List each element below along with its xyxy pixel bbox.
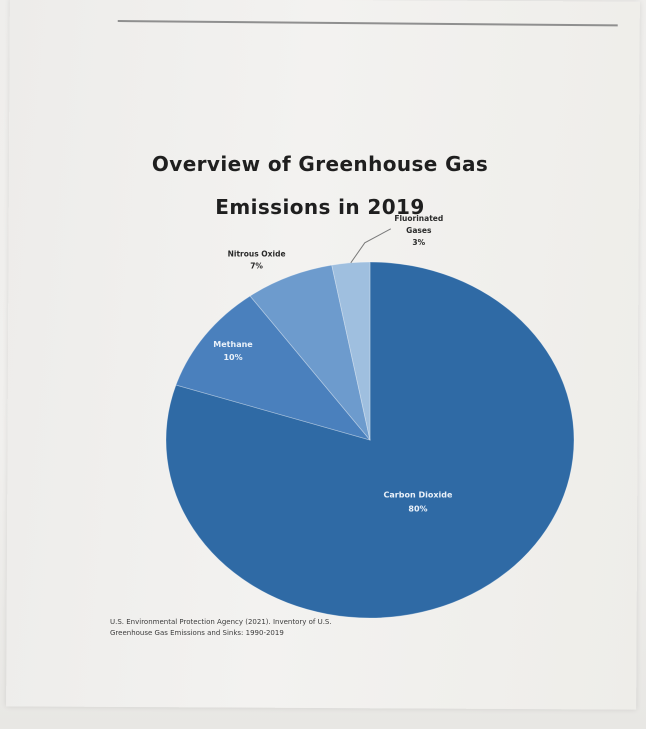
pie-label-carbon-dioxide: Carbon Dioxide [384,491,453,500]
source-line-2: Greenhouse Gas Emissions and Sinks: 1990… [110,629,284,637]
pie-slices [165,261,575,619]
source-line-1: U.S. Environmental Protection Agency (20… [110,618,332,626]
pie-label-fluorinated-gases: Fluorinated [394,214,443,223]
pie-labels: Carbon Dioxide 80% Methane 10% Nitrous Oxide… [213,214,453,514]
pie-label-methane: Methane [213,340,253,349]
pie-label-fluorinated-gases-leader-line [350,228,392,264]
pie-label-nitrous-oxide: Nitrous Oxide [228,249,286,258]
source-citation: U.S. Environmental Protection Agency (20… [110,617,470,639]
chart-title: Overview of Greenhouse Gas Emissions in … [60,143,580,229]
pie-slice-nitrous-oxide [249,264,371,441]
pie-label-fluorinated-gases-value: 3% [412,238,425,247]
chart-title-line-2: Emissions in 2019 [215,195,425,219]
pie-label-nitrous-oxide-value: 7% [250,261,263,270]
pie-slice-methane [175,295,372,441]
pie-label-fluorinated-gases-line-2: Gases [406,226,432,235]
pie-label-carbon-dioxide-value: 80% [408,505,427,514]
chart-title-line-1: Overview of Greenhouse Gas [151,152,489,176]
pie-slice-carbon-dioxide [165,261,575,619]
pie-label-methane-value: 10% [223,353,242,362]
